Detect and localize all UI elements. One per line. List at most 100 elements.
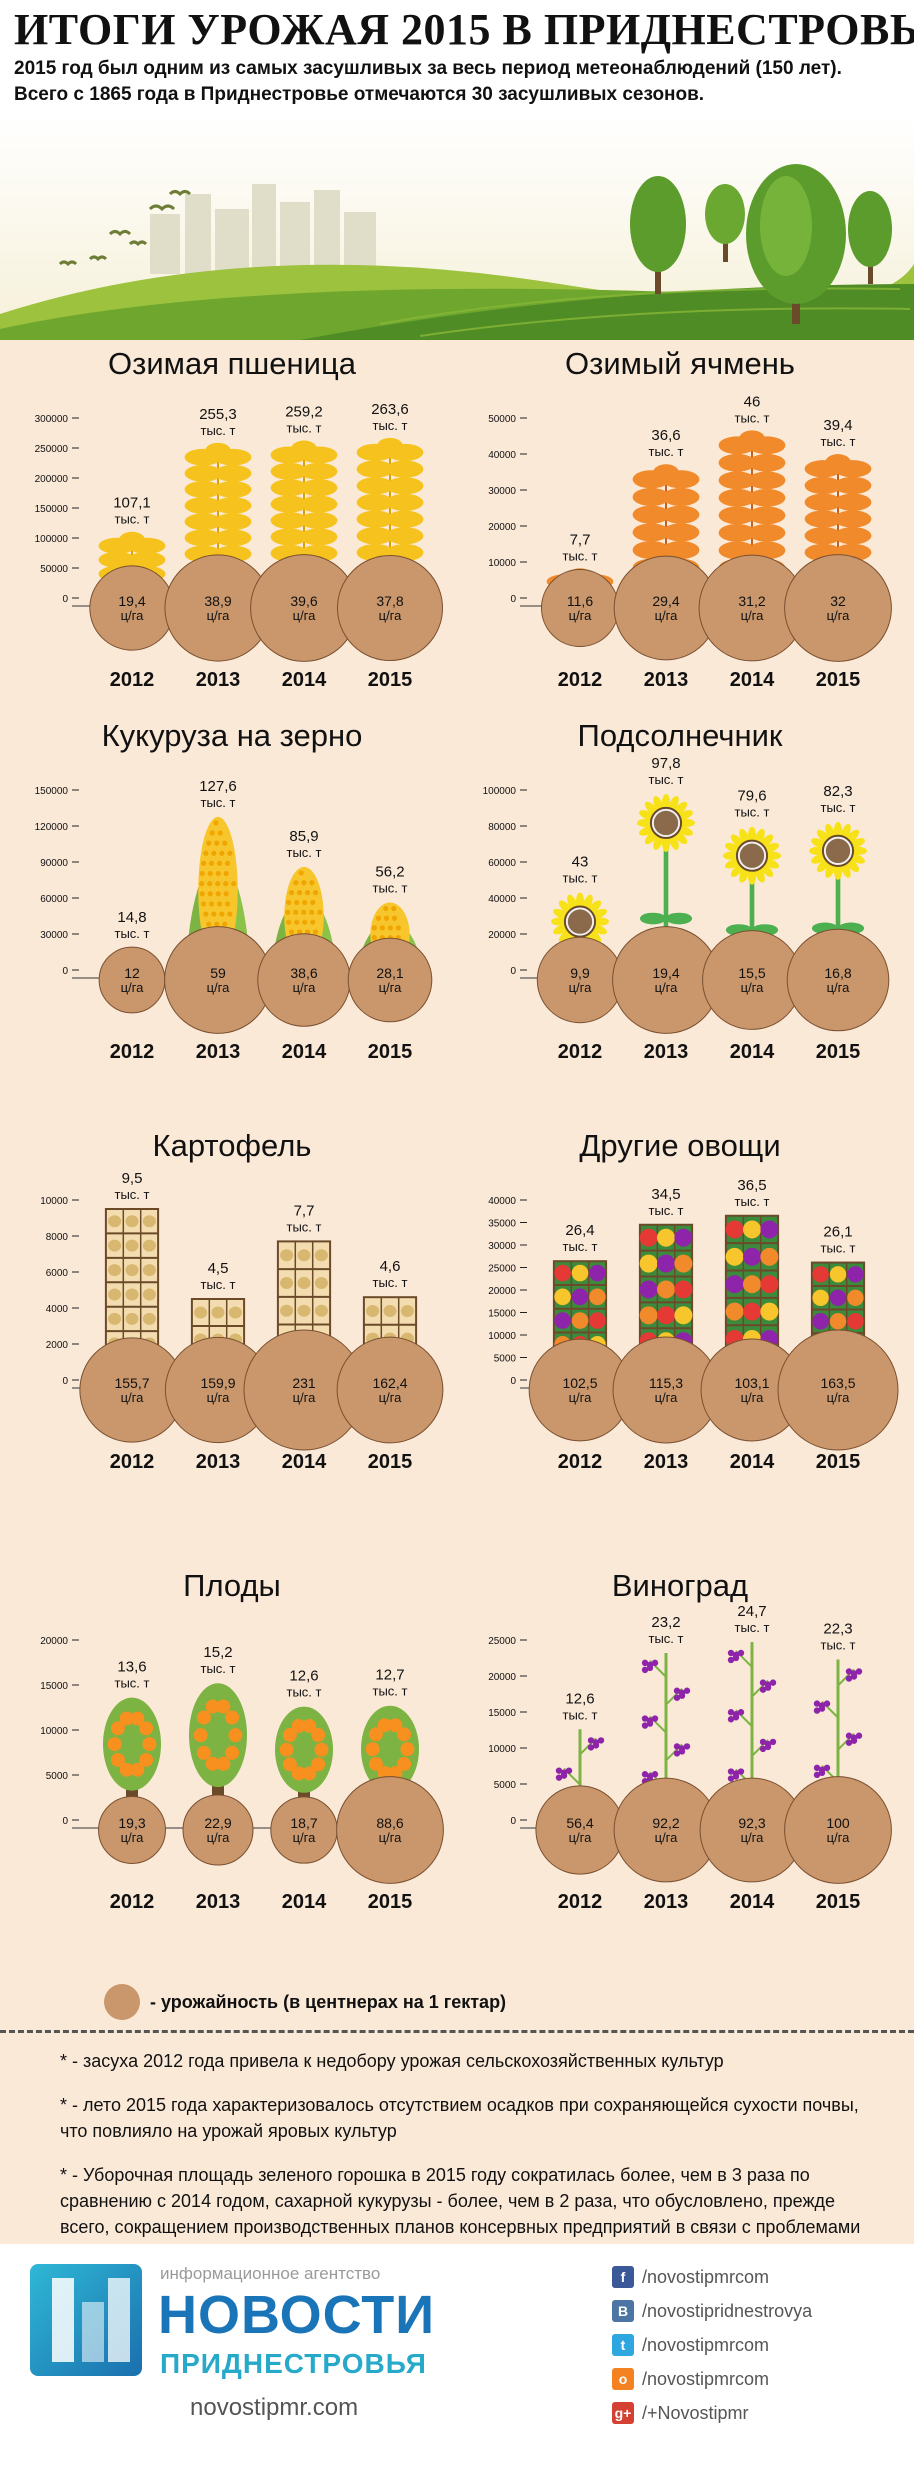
yield-label: 92,2 [652, 1815, 679, 1831]
subtitle-line-2: Всего с 1865 года в Приднестровье отмеча… [14, 84, 705, 105]
legend-text: - урожайность (в центнерах на 1 гектар) [150, 1991, 507, 2012]
facebook-icon: f [612, 2266, 634, 2288]
value-unit: тыс. т [115, 1187, 150, 1202]
yield-label: 32 [830, 593, 846, 609]
x-tick-label: 2015 [368, 1891, 413, 1913]
x-tick-label: 2014 [282, 1451, 327, 1473]
value-unit: тыс. т [563, 548, 598, 563]
yield-label: 15,5 [738, 965, 765, 981]
x-tick-label: 2012 [558, 1451, 603, 1473]
yield-label: 9,9 [570, 965, 590, 981]
value-label: 43 [572, 854, 589, 871]
value-label: 22,3 [823, 1620, 852, 1637]
value-unit: тыс. т [115, 1676, 150, 1691]
birds [58, 190, 192, 267]
social-facebook[interactable]: f/novostipmrcom [612, 2266, 912, 2288]
yield-label: 29,4 [652, 593, 679, 609]
value-label: 39,4 [823, 417, 852, 434]
yield-label: 88,6 [376, 1815, 403, 1831]
yield-unit: ц/га [121, 608, 145, 623]
chart-title: Картофель [153, 1128, 312, 1163]
yield-label: 231 [292, 1375, 316, 1391]
value-unit: тыс. т [649, 444, 684, 459]
value-unit: тыс. т [201, 1661, 236, 1676]
yield-unit: ц/га [655, 1390, 679, 1405]
yield-unit: ц/га [569, 1390, 593, 1405]
yield-label: 22,9 [204, 1815, 231, 1831]
value-label: 13,6 [117, 1659, 146, 1676]
x-tick-label: 2013 [644, 669, 689, 691]
yield-label: 163,5 [820, 1375, 855, 1391]
value-label: 263,6 [371, 401, 409, 418]
y-tick-label: 250000 [35, 444, 69, 455]
social-twitter[interactable]: t/novostipmrcom [612, 2334, 912, 2356]
value-label: 7,7 [570, 531, 591, 548]
yield-unit: ц/га [741, 1830, 765, 1845]
value-unit: тыс. т [201, 1277, 236, 1292]
yield-label: 115,3 [649, 1375, 683, 1391]
yield-label: 31,2 [738, 593, 765, 609]
y-tick-label: 120000 [35, 822, 69, 833]
y-tick-label: 300000 [35, 414, 69, 425]
x-tick-label: 2012 [558, 1891, 603, 1913]
value-label: 7,7 [294, 1202, 315, 1219]
x-tick-label: 2013 [196, 1041, 241, 1063]
social-odnoklassniki[interactable]: о/novostipmrcom [612, 2368, 912, 2390]
y-tick-label: 40000 [488, 894, 516, 905]
vk-icon: В [612, 2300, 634, 2322]
y-tick-label: 90000 [40, 858, 68, 869]
yield-unit: ц/га [827, 1830, 851, 1845]
yield-unit: ц/га [741, 608, 765, 623]
yield-label: 11,6 [567, 593, 593, 609]
crop-mark [637, 793, 695, 970]
chart-canvas: Плоды0500010000150002000019,3ц/га13,6тыс… [40, 1568, 444, 1913]
x-tick-label: 2015 [368, 1041, 413, 1063]
site-link[interactable]: novostipmr.com [190, 2394, 359, 2421]
yield-unit: ц/га [379, 1390, 403, 1405]
value-unit: тыс. т [821, 434, 856, 449]
value-unit: тыс. т [649, 1631, 684, 1646]
chart-canvas: Озимый ячмень 0 10000 20000 30000 40000 50000 1… [488, 346, 892, 691]
value-unit: тыс. т [115, 926, 150, 941]
y-tick-label: 10000 [40, 1726, 68, 1737]
value-unit: тыс. т [201, 795, 236, 810]
value-unit: тыс. т [373, 1684, 408, 1699]
value-label: 36,5 [737, 1177, 766, 1194]
x-tick-label: 2012 [110, 1451, 155, 1473]
value-unit: тыс. т [735, 410, 770, 425]
yield-label: 38,9 [204, 593, 231, 609]
chart-canvas: Картофель0200040006000800010000155,7ц/га… [40, 1128, 444, 1473]
yield-label: 92,3 [738, 1815, 765, 1831]
value-unit: тыс. т [821, 1637, 856, 1652]
yield-label: 28,1 [376, 965, 403, 981]
value-label: 14,8 [117, 909, 146, 926]
y-tick-label: 100000 [35, 534, 69, 545]
yield-unit: ц/га [655, 1830, 679, 1845]
x-tick-label: 2012 [110, 1041, 155, 1063]
x-tick-label: 2014 [730, 1451, 775, 1473]
value-label: 255,3 [199, 406, 237, 423]
yield-label: 19,4 [118, 593, 145, 609]
chart-title: Озимый ячмень [565, 346, 795, 381]
chart-canvas: Подсолнечник 0 20000 40000 60000 80000 100000 9… [483, 718, 890, 1063]
y-tick-label: 50000 [40, 564, 68, 575]
footnote-1: * - засуха 2012 года привела к недобору … [60, 2051, 724, 2071]
y-tick-label: 15000 [488, 1708, 516, 1719]
y-tick-label: 6000 [46, 1268, 69, 1279]
footer: информационное агентство НОВОСТИ ПРИДНЕС… [0, 2244, 914, 2480]
y-tick-label: 0 [510, 1816, 516, 1827]
x-tick-label: 2014 [282, 669, 327, 691]
yield-label: 18,7 [290, 1815, 317, 1831]
social-google-plus[interactable]: g+ /+Novostipmr [612, 2402, 912, 2424]
yield-circle [336, 1776, 444, 1884]
value-label: 24,7 [737, 1603, 766, 1620]
y-tick-label: 0 [62, 594, 68, 605]
brand-region: ПРИДНЕСТРОВЬЯ [160, 2348, 427, 2379]
yield-unit: ц/га [379, 1830, 403, 1845]
value-label: 23,2 [651, 1614, 680, 1631]
yield-unit: ц/га [741, 1390, 765, 1405]
y-tick-label: 20000 [488, 1672, 516, 1683]
social-vk[interactable]: В/novostipridnestrovya [612, 2300, 912, 2322]
y-tick-label: 0 [62, 1376, 68, 1387]
y-tick-label: 4000 [46, 1304, 69, 1315]
